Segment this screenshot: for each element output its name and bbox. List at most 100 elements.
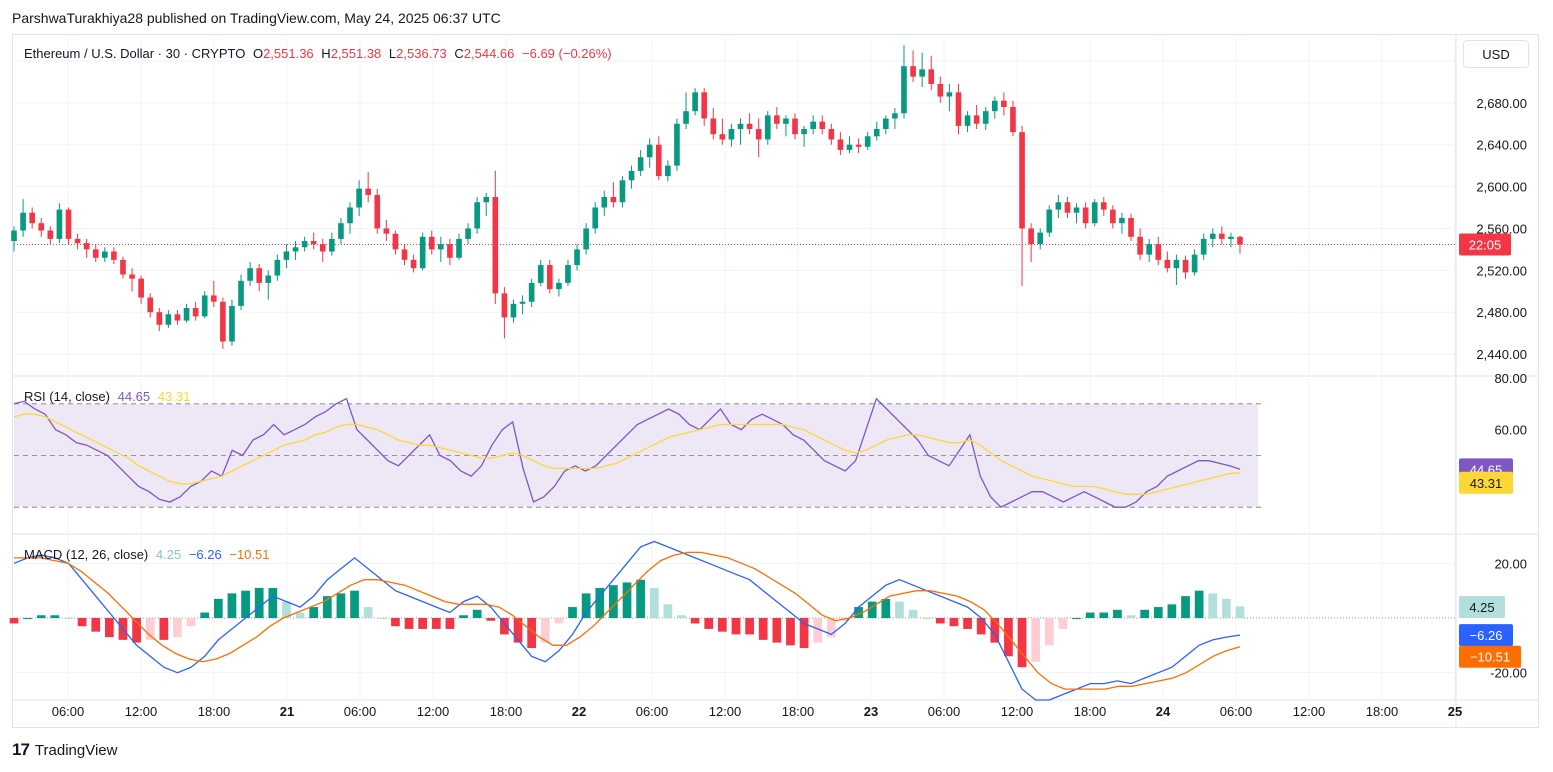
symbol-label[interactable]: Ethereum / U.S. Dollar · 30 · CRYPTO [24,46,246,61]
macd-histogram-bar [1113,609,1122,618]
macd-histogram-bar [826,618,836,638]
candle-body [1046,209,1053,233]
candle-body [501,293,508,318]
rsi-ma-badge [1459,471,1513,494]
tradingview-logo-icon: 17 [12,740,30,759]
candle-body [928,69,935,84]
candle-body [1200,238,1207,255]
chart-frame[interactable] [12,34,1539,728]
candle-body [864,136,871,147]
candle-body [1219,233,1225,239]
candle-body [265,275,272,283]
macd-histogram-bar [377,618,387,619]
candle-body [792,118,798,135]
macd-histogram-bar [322,596,332,618]
x-tick-label: 06:00 [928,704,961,719]
candle-body [946,92,953,97]
macd-histogram-bar [854,607,863,618]
macd-histogram-bar [908,609,918,618]
candle-body [319,244,326,252]
candle-body [1082,207,1089,224]
x-tick-label: 18:00 [782,704,815,719]
rsi-legend: RSI (14, close) 44.65 43.31 [24,389,194,404]
candle-body [492,197,499,294]
x-tick-label: 18:00 [1074,704,1107,719]
macd-histogram-bar [23,618,32,619]
macd-histogram-bar [963,618,972,629]
x-tick-label: 06:00 [1220,704,1253,719]
change-value: −6.69 (−0.26%) [522,46,612,61]
candle-body [183,308,190,321]
macd-histogram-bar [1072,618,1081,619]
macd-value-badge [1459,624,1513,647]
y-tick-label: 2,640.00 [1476,138,1527,153]
macd-histogram-bar [677,615,686,618]
candle-body [1137,236,1143,255]
candle-body [447,244,453,258]
candle-body [1055,202,1062,210]
low-label: L [388,46,397,61]
candle-body [129,274,135,279]
candle-body [510,303,517,318]
candle-body [383,228,390,234]
macd-histogram-bar [404,618,414,629]
candle-body [38,223,45,231]
candle-body [210,295,217,302]
candle-body [83,243,90,250]
macd-histogram-bar [445,618,455,629]
candle-body [147,297,154,313]
macd-histogram-bar [731,618,741,635]
macd-histogram-bar [36,615,46,618]
x-tick-label: 06:00 [344,704,377,719]
macd-histogram-bar [881,598,891,618]
footer-brand[interactable]: 17 TradingView [12,740,117,760]
macd-histogram-bar [213,598,223,618]
macd-histogram-bar [786,618,795,646]
open-value: 2,551.36 [263,46,314,61]
macd-histogram-bar [145,618,155,640]
macd-histogram-bar [336,593,346,618]
macd-histogram-bar [1126,615,1136,618]
candle-body [828,128,835,140]
candle-body [1164,259,1171,269]
candle-body [174,314,181,321]
high-label: H [321,46,331,61]
macd-legend-label[interactable]: MACD (12, 26, close) [24,547,149,562]
macd-histogram-bar [77,618,87,627]
macd-histogram-bar [500,618,509,635]
y-tick-label: 2,520.00 [1476,263,1527,278]
macd-histogram-bar [799,618,809,649]
macd-histogram-bar [540,618,550,643]
candle-body [737,123,744,129]
candle-body [201,295,208,317]
candle-body [1182,259,1189,273]
currency-button[interactable]: USD [1463,40,1529,68]
candle-body [764,115,771,140]
macd-histogram-bar [1085,612,1095,618]
macd-value-badge-text: −6.26 [1470,628,1503,643]
rsi-legend-label[interactable]: RSI (14, close) [24,389,110,404]
macd-histogram-bar [9,618,19,624]
macd-histogram-bar [813,618,823,643]
candle-body [837,139,844,150]
candle-body [1028,228,1034,245]
x-tick-label: 12:00 [1001,704,1034,719]
candle-body [120,259,126,275]
macd-histogram-bar [50,615,60,618]
x-tick-label: 06:00 [636,704,669,719]
candle-body [1100,202,1107,210]
macd-histogram-bar [636,579,645,618]
candle-body [1064,202,1071,213]
macd-histogram-bar [1235,606,1245,618]
open-label: O [252,46,264,61]
candle-body [728,128,735,140]
candle-body [329,238,335,252]
candle-body [192,308,199,317]
macd-histogram-bar [554,618,564,624]
candle-body [955,92,962,126]
footer-brand-text: TradingView [34,741,118,759]
candle-body [101,251,108,258]
macd-histogram-bar [690,618,700,624]
candle-body [465,228,471,239]
